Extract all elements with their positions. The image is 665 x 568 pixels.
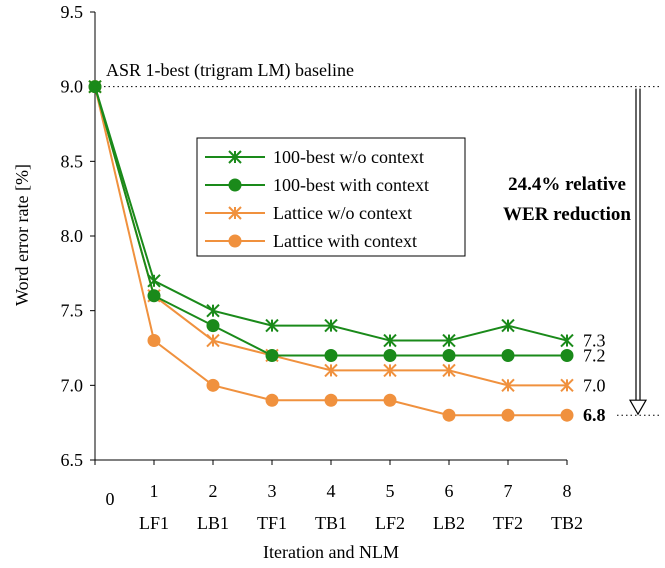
data-point [324,318,338,333]
data-point [206,333,220,348]
reduction-annotation-line1: 24.4% relative [508,174,626,195]
legend-marker [228,150,242,164]
baseline-annotation: ASR 1-best (trigram LM) baseline [106,60,354,81]
end-value-labels: 7.37.2 7.0 6.8 [583,331,606,426]
x-category-label: TF1 [257,513,287,533]
data-point [88,79,102,94]
series-100-best-w-o-context [88,79,574,348]
series-lines [88,79,574,422]
reduction-annotation-line2: WER reduction [503,204,631,225]
y-tick-label: 7.5 [61,301,84,321]
data-point [501,378,515,393]
x-tick-label: 1 [150,481,159,501]
data-point [501,408,515,422]
x-category-label: LF2 [375,513,405,533]
data-point [442,408,456,422]
end-value-label: 6.8 [583,405,606,425]
legend-marker [228,178,242,192]
x-tick-label: 0 [106,489,115,509]
x-category-label: TB1 [315,513,347,533]
data-point [560,408,574,422]
x-tick-label: 8 [563,481,572,501]
data-point [324,393,338,407]
data-point [383,348,397,362]
x-category-label: TB2 [551,513,583,533]
x-category-label: TF2 [493,513,523,533]
x-tick-label: 3 [268,481,277,501]
x-tick-label: 6 [445,481,454,501]
x-tick-label: 5 [386,481,395,501]
data-point [501,318,515,333]
legend-marker [228,234,242,248]
legend-label: Lattice w/o context [273,203,412,223]
data-point [560,378,574,393]
x-category-label: LB2 [433,513,465,533]
data-point [324,348,338,362]
x-tick-label: 7 [504,481,513,501]
data-point [383,333,397,348]
legend-label: 100-best w/o context [273,147,424,167]
x-category-label: LB1 [197,513,229,533]
data-point [265,393,279,407]
data-point [206,378,220,392]
data-point [206,303,220,318]
data-point [442,348,456,362]
data-point [383,393,397,407]
series-100-best-with-context [88,80,574,362]
legend-label: 100-best with context [273,175,429,195]
y-tick-label: 7.0 [61,375,84,395]
data-point [501,348,515,362]
data-point [147,334,161,348]
data-point [560,333,574,348]
data-point [206,319,220,333]
x-tick-label: 4 [327,481,336,501]
data-point [147,274,161,288]
y-axis-title: Word error rate [%] [12,164,32,306]
legend-marker [228,206,242,220]
x-tick-labels: 0 1 LF1 2 LB1 3 TF1 4 TB1 5 LF2 6 LB2 7 TF2 8 TB2 [106,481,584,533]
data-point [324,363,338,378]
legend: 100-best w/o context 100-best with contex… [196,137,466,257]
data-point [560,348,574,362]
x-category-label: LF1 [139,513,169,533]
data-point [442,333,456,348]
y-tick-label: 9.5 [61,2,84,22]
legend-label: Lattice with context [273,231,417,251]
y-tick-label: 9.0 [61,77,84,97]
y-tick-label: 8.5 [61,151,84,171]
x-axis-title: Iteration and NLM [263,542,399,562]
y-tick-labels: 6.5 7.0 7.5 8.0 8.5 9.0 9.5 [61,2,84,470]
data-point [265,348,279,362]
end-value-label: 7.3 [583,331,606,351]
reference-lines [95,86,660,416]
end-value-label: 7.0 [583,375,606,395]
x-tick-label: 2 [209,481,218,501]
data-point [442,363,456,378]
data-point [265,318,279,333]
y-tick-label: 6.5 [61,450,84,470]
reduction-arrow-head [628,399,648,416]
data-point [147,289,161,303]
y-tick-label: 8.0 [61,226,84,246]
end-value-label: 7.2 [583,345,606,365]
data-point [383,363,397,378]
